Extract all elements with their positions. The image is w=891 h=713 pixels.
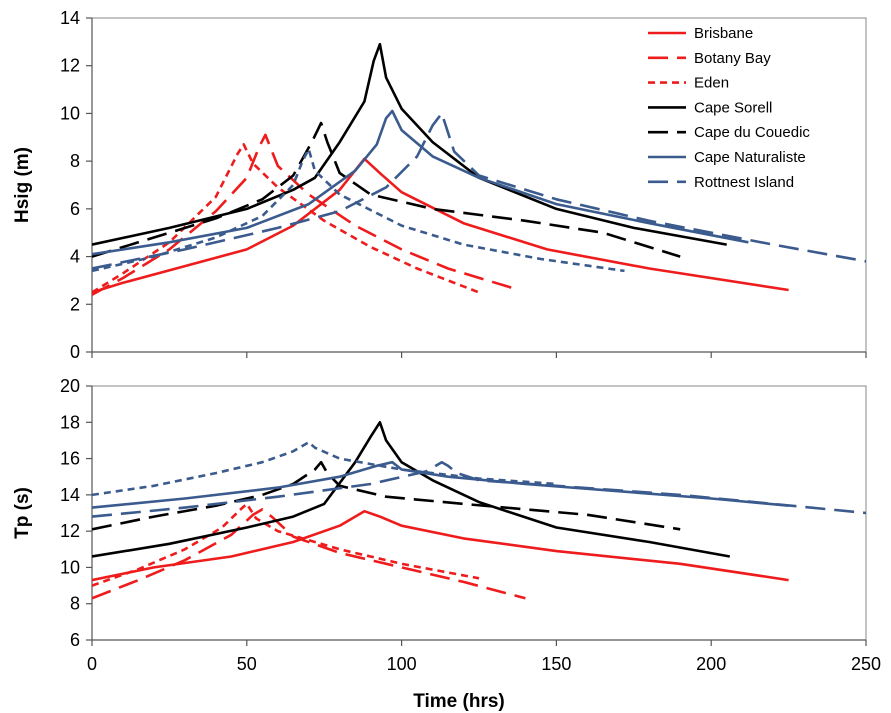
y-tick-label: 8 — [70, 594, 80, 614]
y-tick-label: 4 — [70, 247, 80, 267]
hsig-chart: 0 2 4 6 8 10 12 14 Hsig (m) Brisbane Botany Bay Ede… — [12, 8, 867, 362]
legend: Brisbane Botany Bay Eden Cape Sorell Cape du… — [648, 25, 810, 191]
series-line-botany-bay — [92, 133, 520, 296]
x-tick-label: 0 — [87, 654, 97, 674]
x-axis-label: Time (hrs) — [413, 691, 505, 712]
series-line-cape-du-couedic — [92, 121, 681, 258]
y-tick-label: 0 — [70, 342, 80, 362]
legend-label: Cape du Couedic — [694, 124, 810, 141]
y-tick-label: 10 — [60, 103, 80, 123]
y-tick-label: 14 — [60, 485, 80, 505]
series-line-cape-du-couedic — [92, 460, 681, 531]
series-line-cape-naturaliste — [92, 109, 749, 256]
plot-area-frame — [91, 385, 867, 641]
x-tick-label: 150 — [541, 654, 571, 674]
x-tick-label: 50 — [237, 654, 257, 674]
series-line-brisbane — [92, 509, 789, 582]
y-tick-label: 6 — [70, 630, 80, 650]
y-tick-label: 12 — [60, 521, 80, 541]
series-line-eden — [92, 143, 480, 294]
x-tick-label: 200 — [696, 654, 726, 674]
y-axis-label: Tp (s) — [12, 487, 33, 539]
y-tick-label: 16 — [60, 449, 80, 469]
series-line-botany-bay — [92, 508, 526, 600]
y-tick-label: 14 — [60, 8, 80, 28]
legend-label: Eden — [694, 75, 729, 92]
x-tick-label: 100 — [387, 654, 417, 674]
y-tick-label: 2 — [70, 294, 80, 314]
y-tick-label: 10 — [60, 557, 80, 577]
y-tick-label: 12 — [60, 56, 80, 76]
y-tick-label: 6 — [70, 199, 80, 219]
series-line-cape-sorell — [92, 42, 727, 246]
series-line-eden — [92, 502, 480, 587]
legend-label: Cape Naturaliste — [694, 149, 806, 166]
series-line-unlabeled-short-dash — [92, 440, 557, 497]
legend-label: Brisbane — [694, 25, 753, 42]
y-tick-label: 18 — [60, 412, 80, 432]
y-axis-label: Hsig (m) — [12, 147, 33, 223]
y-tick-label: 8 — [70, 151, 80, 171]
legend-label: Rottnest Island — [694, 174, 794, 191]
series-line-rottnest-island — [92, 460, 866, 518]
x-tick-label: 250 — [851, 654, 881, 674]
legend-label: Cape Sorell — [694, 99, 772, 116]
legend-label: Botany Bay — [694, 50, 771, 67]
y-tick-label: 20 — [60, 376, 80, 396]
series-line-rottnest-island — [92, 112, 866, 270]
series-line-cape-sorell — [92, 420, 731, 558]
